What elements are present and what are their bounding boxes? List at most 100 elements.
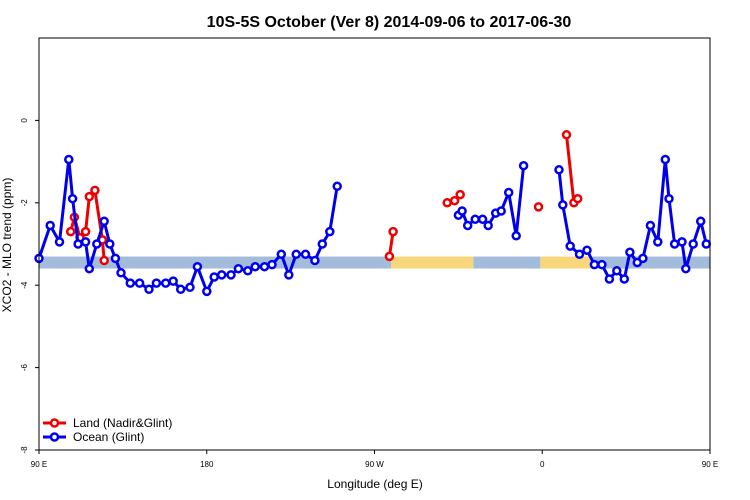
data-point bbox=[554, 165, 564, 175]
data-point bbox=[660, 154, 671, 165]
plot-frame bbox=[38, 37, 711, 451]
data-point bbox=[511, 231, 521, 241]
data-point bbox=[134, 278, 145, 288]
data-point bbox=[125, 278, 136, 288]
data-point bbox=[160, 278, 171, 288]
series-line bbox=[565, 134, 579, 205]
data-point bbox=[317, 239, 328, 249]
data-point bbox=[99, 255, 109, 266]
data-point bbox=[457, 206, 467, 216]
series-line bbox=[37, 158, 339, 293]
chart-title: 10S-5S October (Ver 8) 2014-09-06 to 201… bbox=[207, 14, 572, 31]
data-point bbox=[84, 191, 95, 202]
data-point bbox=[116, 268, 126, 278]
data-point bbox=[332, 181, 342, 192]
legend: Land (Nadir&Glint)Ocean (Glint) bbox=[43, 416, 172, 444]
x-tick-label: 90 W bbox=[365, 460, 384, 469]
x-tick-label: 180 bbox=[200, 460, 214, 469]
data-point bbox=[226, 270, 236, 280]
data-point bbox=[612, 266, 622, 276]
band-ocean-segment bbox=[473, 256, 541, 269]
data-point bbox=[681, 263, 691, 274]
data-point bbox=[202, 286, 212, 297]
data-point bbox=[638, 253, 648, 264]
legend-label: Ocean (Glint) bbox=[73, 430, 144, 444]
data-point bbox=[92, 239, 102, 249]
data-point bbox=[449, 195, 460, 206]
data-point bbox=[695, 216, 706, 227]
data-point bbox=[291, 249, 301, 260]
band-land-segment bbox=[540, 256, 593, 269]
data-point bbox=[565, 241, 575, 251]
reference-band bbox=[39, 256, 710, 269]
y-tick-label: -8 bbox=[20, 446, 29, 454]
data-point bbox=[99, 216, 109, 227]
y-tick-label: -2 bbox=[20, 199, 29, 207]
data-point bbox=[645, 220, 656, 231]
x-axis: 90 E 180 90 W 0 90 E bbox=[31, 450, 718, 469]
series-layer bbox=[34, 130, 712, 297]
data-point bbox=[250, 261, 260, 272]
data-point bbox=[470, 214, 480, 225]
data-point bbox=[192, 261, 203, 272]
legend-label: Land (Nadir&Glint) bbox=[73, 416, 172, 430]
x-tick-label: 0 bbox=[540, 460, 545, 469]
data-point bbox=[216, 270, 227, 280]
y-axis-label: XCO2 - MLO trend (ppm) bbox=[0, 178, 14, 313]
data-point bbox=[574, 249, 585, 260]
data-point bbox=[455, 189, 465, 200]
data-point bbox=[442, 198, 452, 208]
y-axis: 0 -2 -4 -6 -8 bbox=[20, 118, 39, 454]
data-point bbox=[384, 251, 395, 262]
data-point bbox=[325, 226, 335, 237]
data-point bbox=[503, 187, 514, 198]
data-point bbox=[572, 193, 583, 204]
band-ocean-segment bbox=[592, 256, 710, 269]
series-ocean bbox=[34, 154, 712, 297]
legend-marker bbox=[49, 432, 60, 442]
data-point bbox=[80, 237, 91, 247]
x-axis-label: Longitude (deg E) bbox=[327, 477, 422, 491]
data-point bbox=[243, 266, 253, 276]
data-point bbox=[54, 237, 65, 247]
band-land-segment bbox=[391, 256, 474, 269]
data-point bbox=[477, 214, 488, 225]
data-point bbox=[73, 239, 83, 249]
data-point bbox=[151, 278, 162, 288]
x-tick-label: 90 E bbox=[702, 460, 718, 469]
data-point bbox=[604, 274, 615, 284]
data-point bbox=[64, 154, 74, 165]
data-point bbox=[144, 284, 154, 295]
data-point bbox=[105, 239, 115, 249]
data-point bbox=[669, 239, 680, 249]
data-point bbox=[209, 272, 219, 282]
data-point bbox=[168, 276, 178, 286]
data-point bbox=[259, 261, 270, 272]
data-point bbox=[561, 130, 572, 140]
data-point bbox=[664, 193, 674, 204]
data-point bbox=[496, 206, 506, 216]
data-point bbox=[80, 226, 91, 237]
data-point bbox=[653, 237, 663, 247]
data-point bbox=[45, 220, 55, 231]
data-point bbox=[276, 249, 287, 260]
data-point bbox=[597, 259, 607, 270]
band-ocean-segment bbox=[39, 256, 392, 269]
data-point bbox=[533, 202, 544, 212]
data-point bbox=[310, 255, 320, 266]
data-point bbox=[388, 226, 398, 237]
data-point bbox=[701, 239, 712, 249]
y-tick-label: 0 bbox=[20, 118, 29, 123]
data-point bbox=[185, 282, 195, 293]
data-point bbox=[582, 245, 592, 255]
data-point bbox=[483, 220, 493, 231]
data-point bbox=[619, 274, 630, 284]
data-point bbox=[284, 270, 294, 280]
data-point bbox=[90, 185, 100, 196]
data-point bbox=[625, 247, 635, 257]
data-point bbox=[558, 200, 568, 210]
data-point bbox=[84, 263, 95, 274]
data-point bbox=[462, 220, 473, 231]
data-point bbox=[67, 193, 78, 204]
